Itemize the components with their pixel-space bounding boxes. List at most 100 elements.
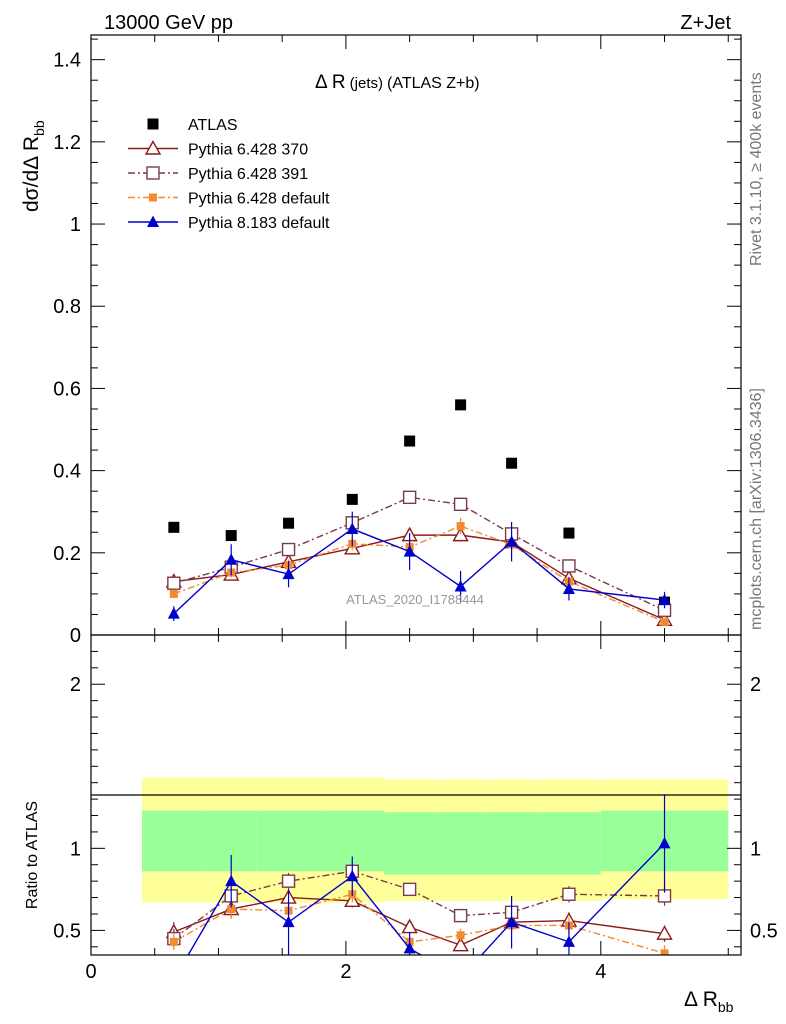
series-pythia-8-183-default xyxy=(167,511,671,622)
legend-label: Pythia 6.428 370 xyxy=(188,142,308,159)
x-axis-label: Δ Rbb xyxy=(684,988,734,1015)
data-point xyxy=(402,490,417,505)
data-point xyxy=(281,542,296,557)
legend-label: Pythia 6.428 default xyxy=(188,191,330,208)
main-y-tick-label: 1.4 xyxy=(53,50,81,72)
data-point xyxy=(452,526,469,542)
ratio-y-tick-label-right: 2 xyxy=(750,674,761,696)
ratio-y-tick-labels: 0.5 0.5 1 1 2 2 xyxy=(53,674,778,942)
data-point xyxy=(562,582,575,594)
ratio-y-axis-label: Ratio to ATLAS xyxy=(24,801,41,909)
ratio-series-line xyxy=(173,893,665,955)
legend-marker xyxy=(146,166,160,180)
main-series-layer xyxy=(165,399,673,626)
main-y-tick-label: 0.8 xyxy=(53,296,81,318)
legend-label: ATLAS xyxy=(188,117,238,134)
legend-marker xyxy=(147,118,159,130)
data-point xyxy=(167,607,180,619)
ratio-data-point xyxy=(455,971,467,983)
main-y-tick-label: 0.6 xyxy=(53,378,81,400)
ratio-data-point xyxy=(227,905,236,914)
data-point xyxy=(168,521,180,533)
legend-marker xyxy=(144,140,162,155)
ratio-y-tick-label-right: 0.5 xyxy=(750,920,778,942)
legend-marker xyxy=(149,193,157,202)
data-point xyxy=(453,497,468,512)
data-point xyxy=(454,580,467,592)
ratio-data-point xyxy=(505,915,518,928)
main-y-axis-label: dσ/dΔ Rbb xyxy=(20,120,47,212)
series-pythia-6-428-370 xyxy=(165,526,673,626)
data-point xyxy=(455,399,467,411)
legend-marker xyxy=(147,215,159,227)
ratio-data-point xyxy=(346,869,359,882)
data-point xyxy=(282,567,295,580)
data-point xyxy=(404,435,416,447)
analysis-id-label: ATLAS_2020_I1788444 xyxy=(346,592,484,607)
ratio-y-tick-label-right: 1 xyxy=(750,838,761,860)
data-point xyxy=(225,530,237,542)
plot-title: Δ R (jets) (ATLAS Z+b) xyxy=(315,72,480,93)
ratio-y-tick-label: 2 xyxy=(70,674,81,696)
band-green xyxy=(256,810,321,872)
ratio-data-point xyxy=(402,882,417,897)
ratio-data-point xyxy=(562,935,575,947)
plot-title-tail: (ATLAS Z+b) xyxy=(387,75,480,92)
rivet-side-label: Rivet 3.1.10, ≥ 400k events xyxy=(748,72,765,266)
data-point xyxy=(660,617,669,626)
ratio-data-point xyxy=(401,918,418,934)
data-point xyxy=(346,522,359,534)
x-tick-label: 4 xyxy=(595,961,606,983)
series-line xyxy=(173,525,665,623)
main-panel: 0 0.2 0.4 0.6 0.8 1 1.2 1.4 Δ R (jets) (ATLAS Z+b… xyxy=(20,34,742,647)
ratio-y-tick-label: 1 xyxy=(70,838,81,860)
ratio-data-point xyxy=(169,937,178,946)
main-y-tick-label: 0 xyxy=(70,625,81,647)
data-point xyxy=(456,522,465,531)
data-point xyxy=(167,576,181,590)
ratio-frame xyxy=(90,634,742,956)
legend-item: Pythia 6.428 370 xyxy=(128,140,308,159)
data-point xyxy=(562,559,576,573)
main-y-tick-label: 1.2 xyxy=(53,132,81,154)
band-green xyxy=(537,812,601,875)
data-point xyxy=(563,527,575,539)
data-point xyxy=(346,493,358,505)
series-pythia-6-428-391 xyxy=(167,490,672,618)
legend-item: Pythia 8.183 default xyxy=(128,215,330,232)
main-y-tick-label: 0.2 xyxy=(53,543,81,565)
energy-label: 13000 GeV pp xyxy=(104,12,233,34)
ratio-data-point xyxy=(562,887,576,901)
mcplots-side-label: mcplots.cern.ch [arXiv:1306.3436] xyxy=(748,388,765,630)
ratio-data-point xyxy=(656,925,673,940)
ratio-data-point xyxy=(168,973,180,985)
data-point xyxy=(505,535,518,547)
main-y-tick-labels: 0 0.2 0.4 0.6 0.8 1 1.2 1.4 xyxy=(53,50,81,647)
ratio-series-pythia-8-183-default xyxy=(168,794,671,985)
data-point xyxy=(225,553,238,565)
legend-label: Pythia 6.428 391 xyxy=(188,166,308,183)
main-axis-ticks xyxy=(91,35,741,636)
band-green xyxy=(384,812,436,875)
ratio-data-point xyxy=(225,874,238,887)
x-tick-label: 0 xyxy=(85,961,96,983)
legend: ATLAS Pythia 6.428 370 Pythia 6.428 391 Pyt… xyxy=(128,117,330,232)
ratio-data-point xyxy=(281,874,296,888)
plot-title-main: Δ R xyxy=(315,72,346,93)
ratio-y-tick-label: 0.5 xyxy=(53,920,81,942)
ratio-panel: 0.5 0.5 1 1 2 2 0 2 4 Ratio to ATLAS Δ Rbb xyxy=(24,634,778,1015)
data-point xyxy=(506,457,518,469)
ratio-data-point xyxy=(452,936,469,952)
plot-title-sub: (jets) xyxy=(350,75,383,92)
ratio-axis-ticks xyxy=(91,635,741,955)
data-point xyxy=(403,545,416,557)
legend-item: Pythia 6.428 391 xyxy=(128,166,308,183)
ratio-series-layer xyxy=(165,794,673,985)
band-green xyxy=(141,810,206,872)
legend-item: ATLAS xyxy=(147,117,238,134)
ratio-data-point xyxy=(658,836,671,849)
series-atlas xyxy=(168,399,671,608)
band-green xyxy=(486,812,538,875)
data-point xyxy=(658,593,671,606)
ratio-x-tick-labels: 0 2 4 xyxy=(85,961,606,983)
